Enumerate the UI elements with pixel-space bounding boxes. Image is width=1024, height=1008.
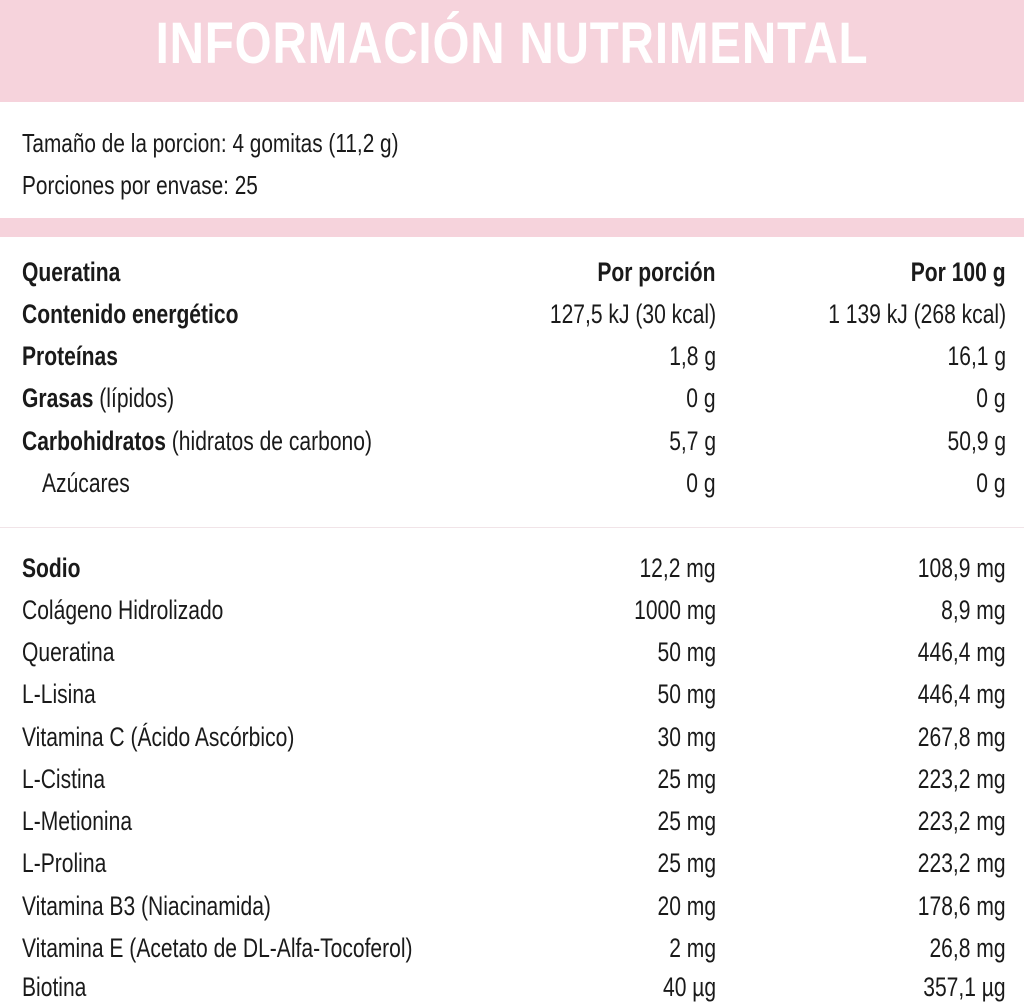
- nutrient-name: Vitamina E (Acetato de DL-Alfa-Tocoferol…: [22, 933, 413, 963]
- page-title: INFORMACIÓN NUTRIMENTAL: [155, 11, 869, 76]
- nutrient-name-bold: Grasas: [22, 383, 94, 413]
- nutrient-name: Vitamina B3 (Niacinamida): [22, 891, 271, 921]
- per-portion-value: 25 mg: [657, 848, 716, 878]
- divider-band: [0, 218, 1024, 237]
- per-100g-value: 50,9 g: [947, 426, 1006, 456]
- per-100g-value: 446,4 mg: [918, 637, 1006, 667]
- per-portion-value: 50 mg: [657, 637, 716, 667]
- per-portion-value: 20 mg: [657, 891, 716, 921]
- per-100g-value: 223,2 mg: [918, 764, 1006, 794]
- nutrient-name-bold: Carbohidratos: [22, 426, 166, 456]
- nutrient-name: Vitamina C (Ácido Ascórbico): [22, 722, 295, 752]
- nutrient-name: Carbohidratos (hidratos de carbono): [22, 420, 372, 462]
- title-banner: INFORMACIÓN NUTRIMENTAL: [0, 0, 1024, 102]
- table-row: Vitamina C (Ácido Ascórbico) 30 mg 267,8…: [0, 716, 1024, 758]
- table-row: Carbohidratos (hidratos de carbono) 5,7 …: [0, 420, 1024, 462]
- nutrient-name: Contenido energético: [22, 293, 238, 335]
- per-portion-value: 12,2 mg: [639, 553, 716, 583]
- servings-per-container: Porciones por envase: 25: [22, 170, 258, 200]
- table-row: Biotina 40 µg 357,1 µg: [0, 966, 1024, 1008]
- per-100g-value: 1 139 kJ (268 kcal): [828, 299, 1006, 329]
- per-100g-value: 223,2 mg: [918, 848, 1006, 878]
- serving-size: Tamaño de la porcion: 4 gomitas (11,2 g): [22, 128, 399, 158]
- nutrient-name: L-Lisina: [22, 679, 96, 709]
- nutrient-name-bold: Contenido energético: [22, 299, 239, 329]
- table-row: L-Prolina 25 mg 223,2 mg: [0, 842, 1024, 884]
- per-portion-value: 50 mg: [657, 679, 716, 709]
- per-portion-value: 1,8 g: [669, 341, 716, 371]
- table-row: Vitamina B3 (Niacinamida) 20 mg 178,6 mg: [0, 885, 1024, 927]
- table-row: Contenido energético 127,5 kJ (30 kcal) …: [0, 293, 1024, 335]
- nutrient-name: L-Prolina: [22, 848, 107, 878]
- per-100g-value: 108,9 mg: [918, 553, 1006, 583]
- column-name-header: Queratina: [22, 257, 121, 287]
- nutrient-name-detail: (lípidos): [93, 383, 175, 413]
- per-portion-value: 1000 mg: [634, 595, 716, 625]
- per-portion-value: 40 µg: [662, 972, 716, 1002]
- table-row: L-Lisina 50 mg 446,4 mg: [0, 673, 1024, 715]
- table-row: Grasas (lípidos) 0 g 0 g: [0, 377, 1024, 419]
- per-100g-value: 26,8 mg: [929, 933, 1006, 963]
- per-portion-value: 2 mg: [669, 933, 716, 963]
- table-row: Queratina 50 mg 446,4 mg: [0, 631, 1024, 673]
- per-100g-value: 8,9 mg: [941, 595, 1006, 625]
- per-100g-value: 357,1 µg: [923, 972, 1006, 1002]
- nutrient-name: L-Metionina: [22, 806, 133, 836]
- per-100g-value: 16,1 g: [947, 341, 1006, 371]
- nutrient-name: Grasas (lípidos): [22, 377, 174, 419]
- nutrient-name: L-Cistina: [22, 764, 106, 794]
- nutrient-name: Azúcares: [42, 468, 130, 498]
- per-portion-value: 0 g: [686, 468, 716, 498]
- nutrient-name: Queratina: [22, 637, 115, 667]
- table-row: Vitamina E (Acetato de DL-Alfa-Tocoferol…: [0, 927, 1024, 969]
- column-per-100g-header: Por 100 g: [911, 257, 1006, 287]
- per-100g-value: 0 g: [976, 383, 1006, 413]
- table-row: L-Metionina 25 mg 223,2 mg: [0, 800, 1024, 842]
- nutrient-name-detail: (hidratos de carbono): [165, 426, 372, 456]
- table-row: Azúcares 0 g 0 g: [0, 462, 1024, 504]
- per-portion-value: 0 g: [686, 383, 716, 413]
- per-100g-value: 0 g: [976, 468, 1006, 498]
- column-per-portion-header: Por porción: [597, 257, 716, 287]
- table-row: Colágeno Hidrolizado 1000 mg 8,9 mg: [0, 589, 1024, 631]
- nutrient-name: Biotina: [22, 972, 87, 1002]
- table-row: L-Cistina 25 mg 223,2 mg: [0, 758, 1024, 800]
- per-100g-value: 178,6 mg: [918, 891, 1006, 921]
- per-portion-value: 25 mg: [657, 764, 716, 794]
- nutrient-name-bold: Proteínas: [22, 341, 118, 371]
- per-portion-value: 5,7 g: [669, 426, 716, 456]
- per-portion-value: 25 mg: [657, 806, 716, 836]
- per-100g-value: 267,8 mg: [918, 722, 1006, 752]
- nutrient-name: Proteínas: [22, 335, 118, 377]
- per-portion-value: 127,5 kJ (30 kcal): [549, 299, 716, 329]
- table-header-row: Queratina Por porción Por 100 g: [0, 251, 1024, 293]
- table-row: Proteínas 1,8 g 16,1 g: [0, 335, 1024, 377]
- per-100g-value: 223,2 mg: [918, 806, 1006, 836]
- nutrient-name: Sodio: [22, 553, 81, 583]
- per-100g-value: 446,4 mg: [918, 679, 1006, 709]
- section-divider: [0, 527, 1024, 528]
- nutrient-name: Colágeno Hidrolizado: [22, 595, 224, 625]
- table-row: Sodio 12,2 mg 108,9 mg: [0, 547, 1024, 589]
- per-portion-value: 30 mg: [657, 722, 716, 752]
